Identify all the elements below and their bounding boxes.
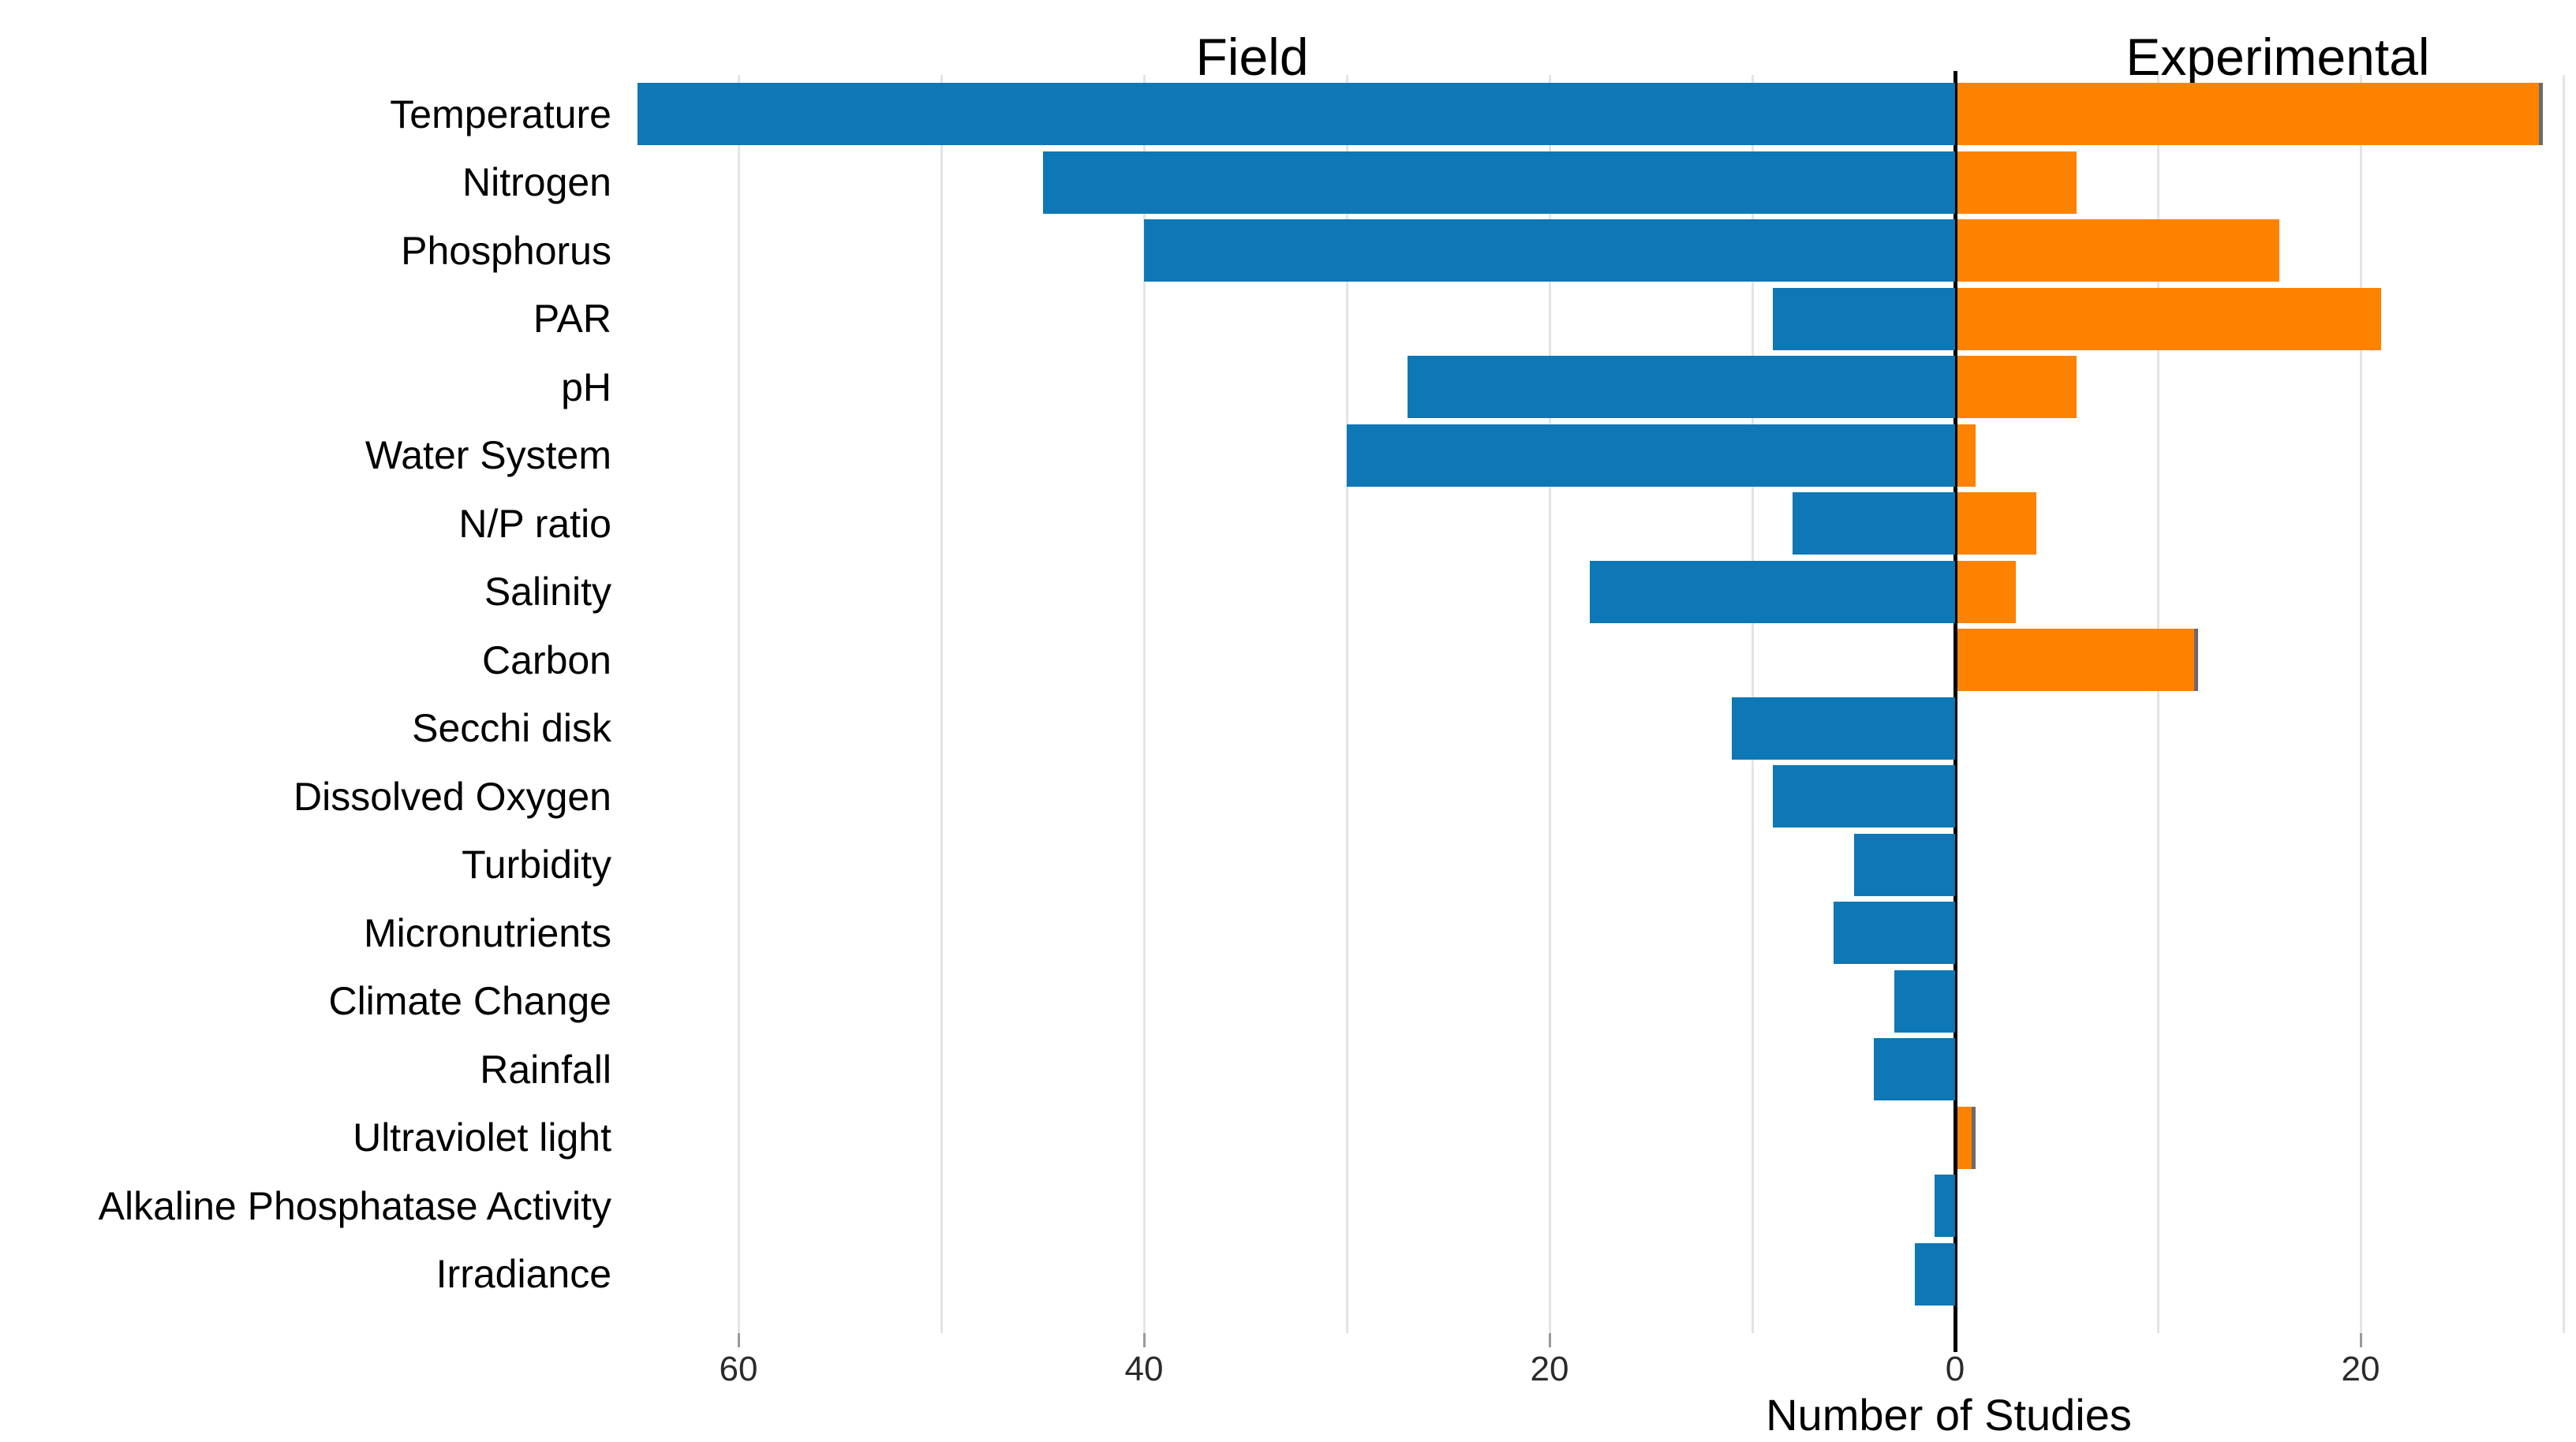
- bar-experimental-carbon: [1957, 629, 2199, 691]
- category-label-salinity: Salinity: [484, 570, 611, 614]
- category-label-ultraviolet-light: Ultraviolet light: [353, 1115, 611, 1160]
- bar-field-rainfall: [1874, 1038, 1955, 1100]
- x-tick-label: 40: [1124, 1350, 1164, 1388]
- category-label-micronutrients: Micronutrients: [364, 910, 611, 955]
- category-label-secchi-disk: Secchi disk: [412, 706, 611, 750]
- gridline: [2157, 75, 2159, 1333]
- bar-field-turbidity: [1853, 833, 1955, 896]
- bar-experimental-nitrogen: [1957, 151, 2077, 214]
- bar-end-marker-temperature: [2539, 83, 2544, 145]
- gridline: [1143, 75, 1146, 1333]
- bar-experimental-ph: [1957, 356, 2077, 418]
- gridline: [738, 75, 740, 1333]
- axis-tick-mark: [738, 1333, 740, 1347]
- axis-tick-mark: [2360, 1333, 2362, 1347]
- category-label-nitrogen: Nitrogen: [462, 160, 611, 204]
- bar-field-salinity: [1590, 560, 1955, 623]
- bar-field-temperature: [637, 83, 1955, 145]
- axis-tick-mark: [1549, 1333, 1551, 1347]
- bar-experimental-temperature: [1957, 83, 2544, 145]
- category-label-carbon: Carbon: [482, 637, 611, 682]
- bar-field-micronutrients: [1833, 902, 1955, 964]
- bar-field-ph: [1408, 356, 1955, 418]
- gridline: [1549, 75, 1551, 1333]
- category-label-water-system: Water System: [365, 433, 611, 477]
- bar-experimental-ultraviolet-light: [1957, 1106, 1976, 1169]
- category-label-rainfall: Rainfall: [480, 1047, 611, 1092]
- category-label-par: PAR: [533, 297, 611, 341]
- bar-field-phosphorus: [1144, 219, 1955, 282]
- bar-field-irradiance: [1914, 1242, 1955, 1306]
- x-tick-label: 60: [719, 1350, 758, 1388]
- bar-field-par: [1772, 287, 1955, 350]
- bar-field-secchi-disk: [1732, 697, 1955, 760]
- category-label-temperature: Temperature: [390, 92, 611, 136]
- bar-field-climate-change: [1894, 969, 1955, 1033]
- gridline: [2563, 75, 2565, 1333]
- axis-tick-mark: [1143, 1333, 1146, 1347]
- gridline: [2360, 75, 2362, 1333]
- category-label-climate-change: Climate Change: [328, 979, 611, 1023]
- panel-title-field: Field: [1195, 28, 1309, 86]
- x-tick-label: 0: [1945, 1350, 1965, 1388]
- x-tick-label: 20: [1530, 1350, 1569, 1388]
- bar-experimental-par: [1957, 287, 2381, 350]
- gridline: [1346, 75, 1348, 1333]
- x-axis-title: Number of Studies: [1766, 1390, 2132, 1440]
- gridline: [940, 75, 943, 1333]
- category-label-phosphorus: Phosphorus: [401, 228, 611, 273]
- bar-end-marker-carbon: [2194, 629, 2199, 691]
- bar-field-water-system: [1347, 424, 1955, 487]
- zero-axis-line: [1953, 71, 1957, 1352]
- category-label-turbidity: Turbidity: [462, 842, 611, 887]
- bar-experimental-salinity: [1957, 560, 2017, 623]
- bar-field-alkaline-phosphatase-activity: [1935, 1175, 1955, 1237]
- panel-title-experimental: Experimental: [2125, 28, 2430, 86]
- bar-experimental-phosphorus: [1957, 219, 2280, 282]
- category-label-dissolved-oxygen: Dissolved Oxygen: [293, 774, 611, 819]
- x-tick-label: 20: [2341, 1350, 2380, 1388]
- bar-experimental-n-p-ratio: [1957, 492, 2036, 555]
- category-label-irradiance: Irradiance: [436, 1252, 611, 1296]
- bar-field-n-p-ratio: [1793, 492, 1955, 555]
- bar-field-dissolved-oxygen: [1772, 765, 1955, 827]
- bar-end-marker-ultraviolet-light: [1971, 1106, 1976, 1169]
- category-label-alkaline-phosphatase-activity: Alkaline Phosphatase Activity: [98, 1183, 611, 1228]
- category-label-n-p-ratio: N/P ratio: [458, 501, 611, 546]
- bar-experimental-water-system: [1957, 424, 1976, 487]
- bar-field-nitrogen: [1042, 151, 1955, 214]
- category-label-ph: pH: [561, 364, 611, 409]
